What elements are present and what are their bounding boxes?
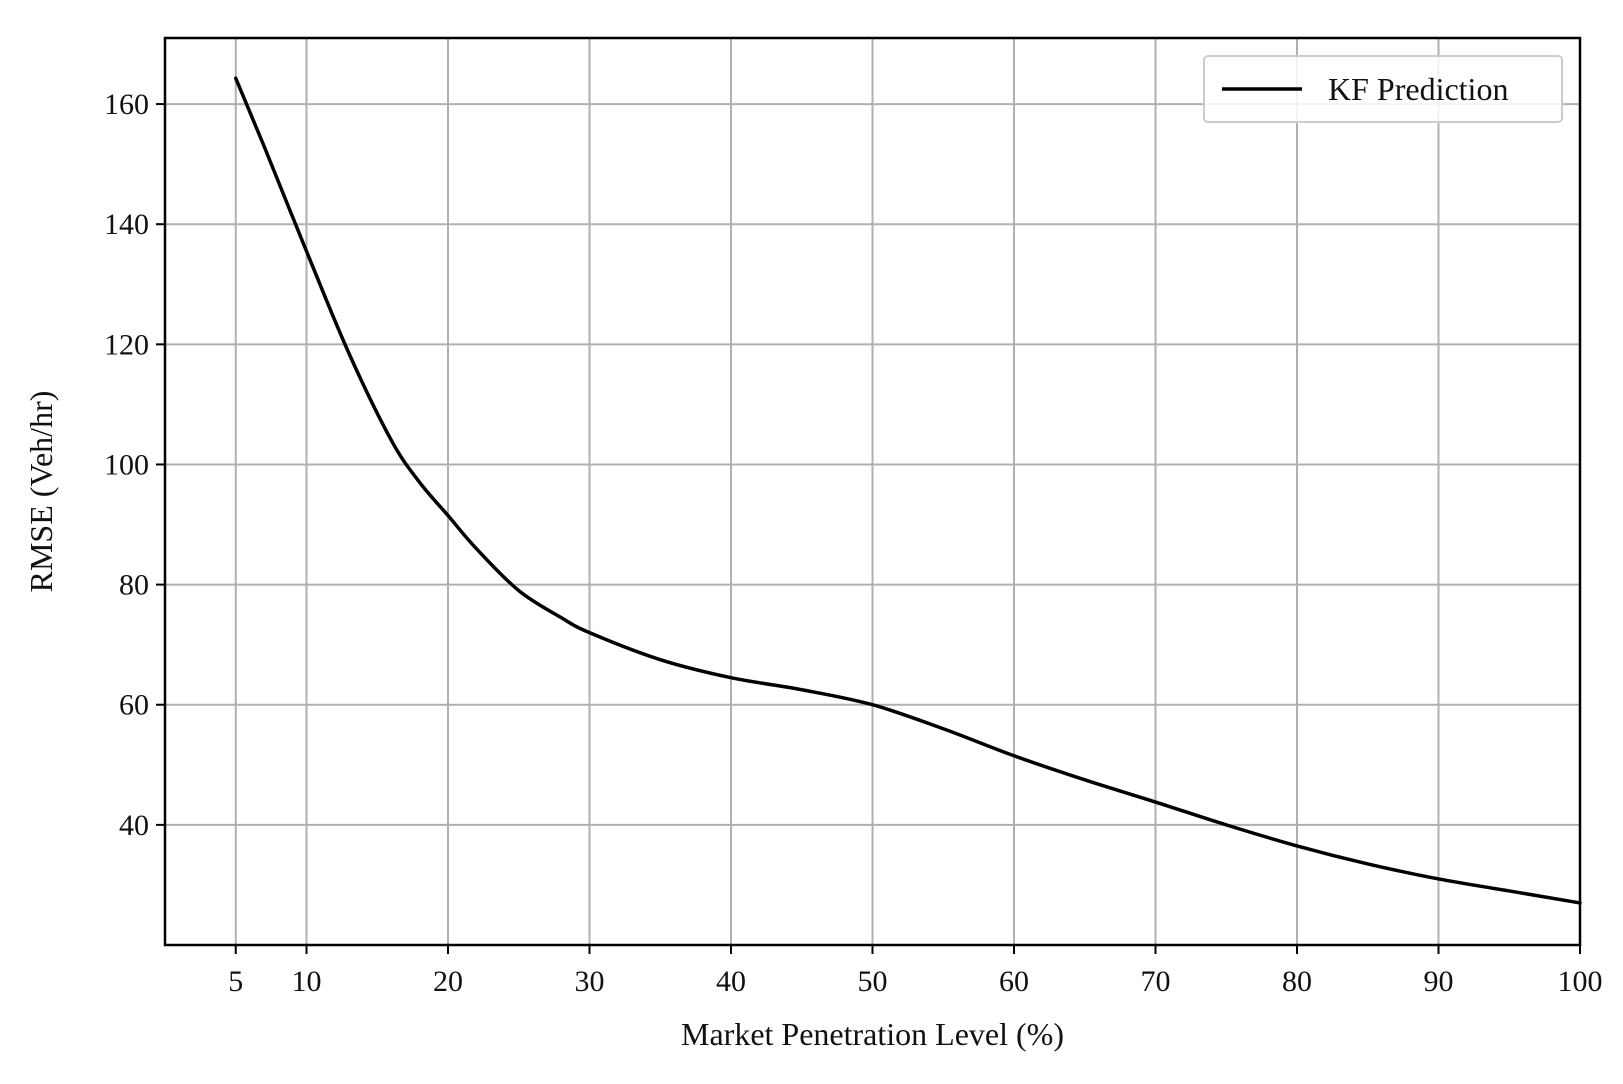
plot-frame	[163, 36, 1582, 947]
x-tick-label: 100	[1558, 965, 1603, 998]
series-line-kf-prediction	[234, 76, 1582, 905]
x-axis-label: Market Penetration Level (%)	[681, 1016, 1064, 1052]
x-tick-label: 60	[999, 965, 1029, 998]
y-tick-label: 100	[104, 448, 149, 481]
axis-ticks: 5 10 20 30 40 50 60 70 80 90 100 40 60 80 100 120 140 160	[104, 88, 1603, 998]
x-tick-label: 50	[858, 965, 888, 998]
legend: KF Prediction	[1203, 55, 1563, 123]
x-tick-label: 10	[292, 965, 322, 998]
y-axis-label: RMSE (Veh/hr)	[23, 391, 59, 593]
x-tick-label: 80	[1282, 965, 1312, 998]
grid-lines	[165, 38, 1581, 945]
y-tick-label: 60	[119, 689, 149, 722]
y-tick-label: 40	[119, 809, 149, 842]
x-tick-label: 90	[1424, 965, 1454, 998]
y-tick-label: 140	[104, 208, 149, 241]
legend-label-kf-prediction: KF Prediction	[1328, 71, 1508, 107]
x-tick-label: 30	[575, 965, 605, 998]
x-tick-label: 20	[433, 965, 463, 998]
series-layer	[234, 76, 1582, 905]
y-tick-label: 160	[104, 88, 149, 121]
y-tick-label: 120	[104, 328, 149, 361]
legend-box	[1203, 55, 1563, 123]
x-tick-label: 40	[716, 965, 746, 998]
y-tick-label: 80	[119, 569, 149, 602]
x-tick-label: 5	[228, 965, 243, 998]
x-tick-label: 70	[1141, 965, 1171, 998]
